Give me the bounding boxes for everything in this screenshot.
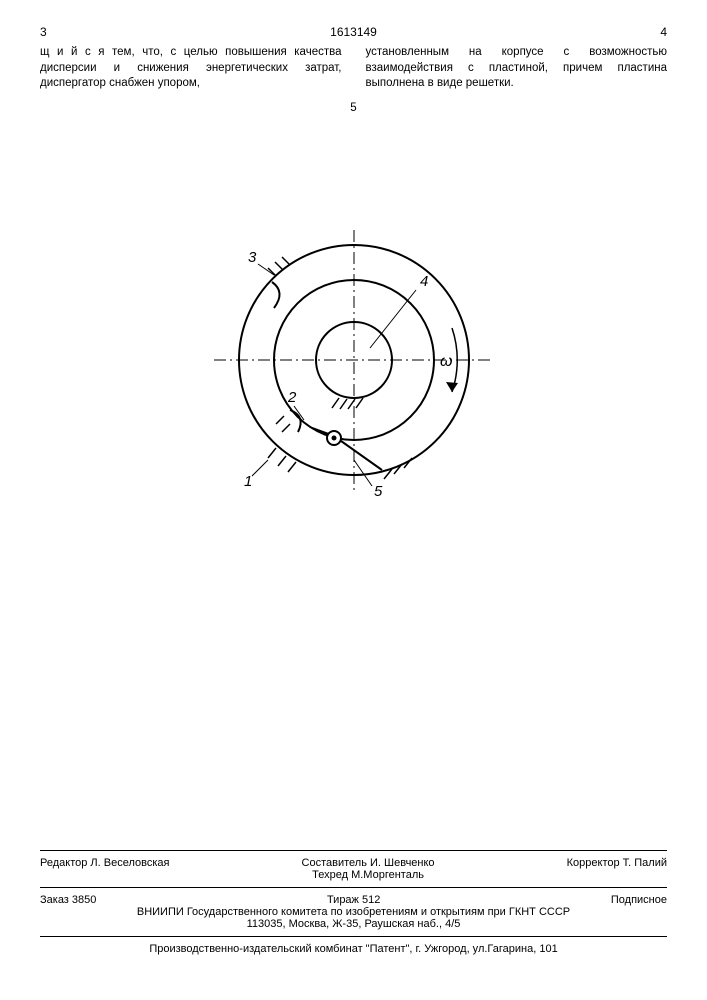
credits-block: Редактор Л. Веселовская Составитель И. Ш… [40, 844, 667, 955]
page-num-right: 4 [660, 25, 667, 39]
fig-label-3: 3 [248, 249, 257, 266]
page-num-left: 3 [40, 25, 47, 39]
fig-label-1: 1 [244, 473, 252, 490]
org-line-1: ВНИИПИ Государственного комитета по изоб… [40, 906, 667, 918]
podpisnoe: Подписное [611, 894, 667, 906]
column-right: установленным на корпусе с возможностью … [366, 45, 668, 92]
fig-label-5: 5 [374, 483, 383, 500]
compiler-line: Составитель И. Шевченко [169, 857, 566, 869]
editor-line: Редактор Л. Веселовская [40, 857, 169, 881]
footer-line: Производственно-издательский комбинат "П… [40, 943, 667, 955]
tech-line: Техред М.Моргенталь [169, 869, 566, 881]
column-left: щ и й с я тем, что, с целью повышения ка… [40, 45, 342, 92]
disperser-figure: 1 2 3 4 5 ω [0, 220, 707, 520]
order-num: Заказ 3850 [40, 894, 96, 906]
line-marker-5: 5 [40, 102, 667, 114]
doc-number: 1613149 [330, 25, 377, 39]
fig-label-4: 4 [420, 273, 428, 290]
corrector-line: Корректор Т. Палий [567, 857, 667, 881]
fig-label-2: 2 [287, 389, 297, 406]
org-line-2: 113035, Москва, Ж-35, Раушская наб., 4/5 [40, 918, 667, 930]
tirazh: Тираж 512 [327, 894, 380, 906]
fig-omega: ω [440, 353, 452, 370]
